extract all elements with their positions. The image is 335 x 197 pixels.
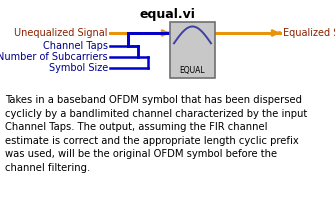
- Text: Takes in a baseband OFDM symbol that has been dispersed
cyclicly by a bandlimite: Takes in a baseband OFDM symbol that has…: [5, 95, 307, 173]
- Text: Number of Subcarriers: Number of Subcarriers: [0, 52, 108, 62]
- Text: Equalized Signal: Equalized Signal: [283, 28, 335, 38]
- Text: Channel Taps: Channel Taps: [43, 41, 108, 51]
- Text: Symbol Size: Symbol Size: [49, 63, 108, 73]
- Text: equal.vi: equal.vi: [140, 8, 195, 21]
- Text: EQUAL: EQUAL: [180, 66, 205, 75]
- Text: Unequalized Signal: Unequalized Signal: [14, 28, 108, 38]
- Bar: [170, 22, 215, 78]
